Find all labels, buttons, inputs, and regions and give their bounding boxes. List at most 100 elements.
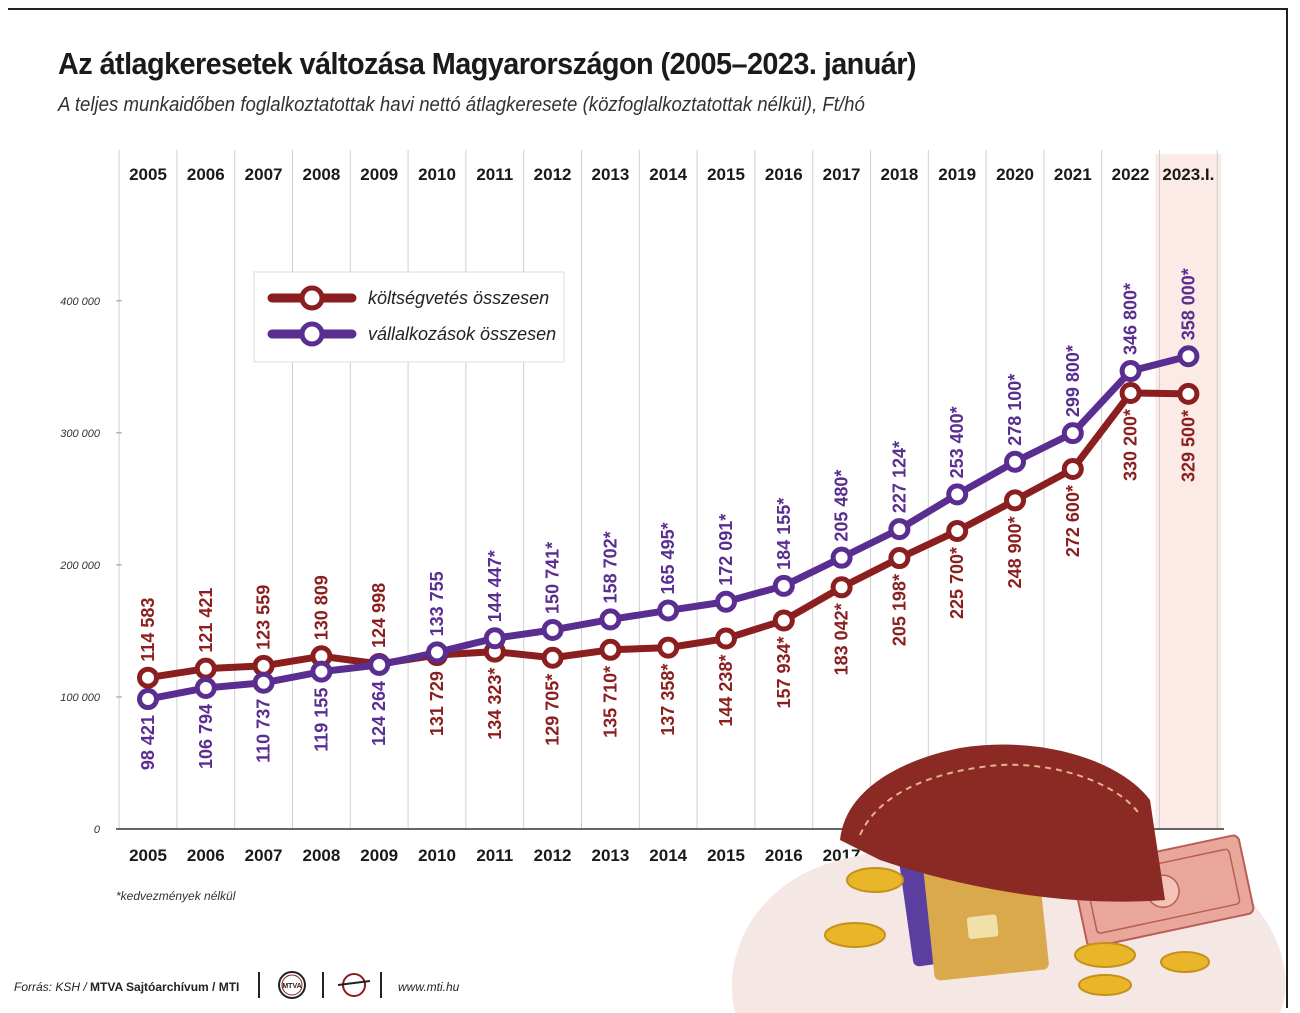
footer-divider <box>322 972 324 998</box>
wallet-body <box>840 744 1165 902</box>
data-label-budget: 205 198* <box>889 574 909 646</box>
data-label-budget: 157 934* <box>774 636 794 708</box>
data-label-business: 205 480* <box>832 470 852 542</box>
chart-subtitle: A teljes munkaidőben foglalkoztatottak h… <box>58 94 865 116</box>
data-label-business: 110 737 <box>254 699 274 763</box>
chart-data-labels: 114 583 121 421 123 559 130 809 124 998 131 7… <box>138 268 1198 770</box>
data-point-business <box>194 676 217 699</box>
x-tick-label-top: 2021 <box>1054 165 1092 184</box>
data-point-budget <box>541 646 564 669</box>
data-label-business: 119 155 <box>311 688 331 752</box>
x-tick-label-top: 2007 <box>245 165 283 184</box>
y-tick-label: 300 000 <box>60 428 101 440</box>
data-label-budget: 144 238* <box>716 655 736 727</box>
data-point-business <box>1119 360 1142 383</box>
x-tick-label-bottom: 2015 <box>707 846 745 865</box>
data-point-budget <box>599 638 622 661</box>
mtva-logo-text: MTVA <box>282 983 301 990</box>
data-label-business: 299 800* <box>1063 345 1083 417</box>
data-point-business <box>830 546 853 569</box>
y-tick-label: 0 <box>94 824 101 836</box>
x-tick-label-bottom: 2008 <box>302 846 340 865</box>
legend-budget-label: költségvetés összesen <box>368 288 549 308</box>
x-tick-label-top: 2011 <box>476 165 513 184</box>
x-tick-label-top: 2006 <box>187 165 225 184</box>
x-tick-label-bottom: 2007 <box>245 846 283 865</box>
footer-divider <box>258 972 260 998</box>
x-tick-label-top: 2015 <box>707 165 745 184</box>
x-tick-label-top: 2023.I. <box>1162 165 1214 184</box>
data-point-business <box>946 483 969 506</box>
x-tick-label-top: 2013 <box>591 165 629 184</box>
data-point-business <box>541 618 564 641</box>
wallet-stitching <box>859 763 1141 836</box>
x-tick-label-bottom: 2009 <box>360 846 398 865</box>
coin-1 <box>846 867 904 893</box>
data-point-business <box>599 608 622 631</box>
highlight-column <box>1155 154 1222 829</box>
x-tick-label-bottom: 2006 <box>187 846 225 865</box>
data-label-budget: 248 900* <box>1005 516 1025 588</box>
data-point-business <box>888 518 911 541</box>
data-point-budget <box>1119 381 1142 404</box>
data-label-budget: 135 710* <box>600 666 620 738</box>
x-tick-label-bottom: 2016 <box>765 846 803 865</box>
data-label-budget: 272 600* <box>1063 485 1083 557</box>
data-label-budget: 114 583 <box>138 598 158 662</box>
data-point-business <box>715 590 737 613</box>
data-label-budget: 131 729 <box>427 671 447 736</box>
x-tick-label-top: 2012 <box>534 165 572 184</box>
x-tick-label-bottom: 2010 <box>418 846 456 865</box>
data-label-business: 253 400* <box>947 406 967 478</box>
x-tick-label-bottom: 2005 <box>129 846 167 865</box>
mti-logo <box>337 973 371 997</box>
chart-gridlines <box>118 150 1218 829</box>
legend-business-marker <box>299 321 325 347</box>
data-label-budget: 130 809 <box>311 575 331 640</box>
mtva-logo: MTVA <box>278 971 306 999</box>
legend-box <box>253 271 565 363</box>
data-label-business: 172 091* <box>716 514 736 586</box>
data-point-budget <box>194 657 217 680</box>
data-label-budget: 124 998 <box>369 583 389 648</box>
data-point-business <box>1004 450 1026 473</box>
data-point-business <box>1061 422 1084 445</box>
data-label-budget: 225 700* <box>947 547 967 619</box>
x-tick-label-top: 2005 <box>129 165 167 184</box>
wallet-illustration <box>731 744 1286 1013</box>
data-label-business: 184 155* <box>774 498 794 570</box>
x-tick-label-top: 2020 <box>996 165 1034 184</box>
data-point-business <box>426 641 448 664</box>
data-point-business <box>310 660 333 683</box>
data-label-business: 144 447* <box>485 550 505 622</box>
data-label-budget: 121 421 <box>196 588 216 653</box>
x-tick-label-top: 2009 <box>360 165 398 184</box>
x-tick-label-top: 2014 <box>649 165 687 184</box>
y-tick-label: 400 000 <box>60 296 101 308</box>
data-point-budget <box>946 519 969 542</box>
data-point-budget <box>772 609 795 632</box>
data-label-budget: 183 042* <box>832 603 852 675</box>
chart-title: Az átlagkeresetek változása Magyarország… <box>58 46 917 81</box>
chart-legend: költségvetés összesen vállalkozások össz… <box>253 271 565 363</box>
data-point-business <box>252 671 275 694</box>
data-point-budget <box>830 576 853 599</box>
data-label-business: 165 495* <box>658 522 678 594</box>
coin-4 <box>1160 951 1210 973</box>
source-label: Forrás: KSH / <box>14 980 87 994</box>
data-point-budget <box>1061 458 1084 481</box>
data-label-business: 358 000* <box>1178 268 1198 340</box>
data-point-budget <box>657 636 680 659</box>
data-label-business: 150 741* <box>543 542 563 614</box>
x-tick-label-top: 2010 <box>418 165 456 184</box>
data-point-budget <box>715 627 737 650</box>
coin-2 <box>824 922 886 948</box>
footer-url: www.mti.hu <box>398 980 460 994</box>
data-point-business <box>1177 345 1200 368</box>
data-label-budget: 137 358* <box>658 664 678 736</box>
footnote: *kedvezmények nélkül <box>116 889 236 903</box>
data-label-business: 346 800* <box>1121 283 1141 355</box>
data-label-budget: 134 323* <box>485 668 505 740</box>
source-credit: Forrás: KSH / MTVA Sajtóarchívum / MTI <box>14 980 239 994</box>
